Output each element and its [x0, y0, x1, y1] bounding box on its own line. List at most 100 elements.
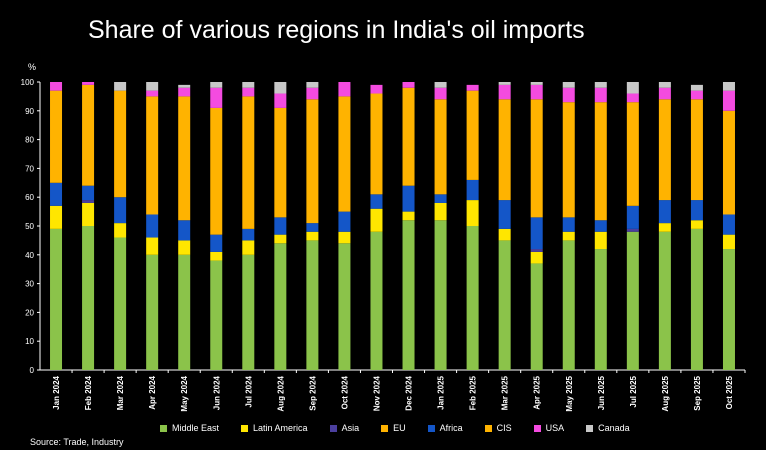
x-tick-label: Nov 2024 [372, 375, 381, 411]
bar-segment-middle-east [466, 226, 479, 370]
bar-segment-latin-america [658, 223, 671, 232]
bar-segment-latin-america [562, 231, 575, 241]
bar-segment-cis [50, 90, 63, 183]
bar-segment-usa [722, 90, 735, 111]
bar-segment-cis [178, 96, 191, 221]
bar-segment-latin-america [690, 220, 703, 229]
legend-label: Asia [341, 423, 360, 433]
bar-segment-middle-east [498, 240, 511, 370]
bar-segment-africa [658, 200, 671, 224]
bar-segment-usa [530, 84, 543, 100]
bar-segment-cis [562, 102, 575, 218]
bar-segment-usa [658, 87, 671, 100]
legend-label: Africa [439, 423, 463, 433]
bar-segment-usa [274, 93, 287, 108]
bar-segment-latin-america [338, 231, 351, 244]
bar-segment-africa [434, 194, 447, 203]
bar-segment-middle-east [434, 220, 447, 370]
x-tick-label: Oct 2024 [340, 375, 349, 409]
bar-segment-cis [498, 99, 511, 201]
bar-segment-cis [722, 110, 735, 215]
bar-segment-africa [530, 217, 543, 250]
legend-swatch [484, 424, 492, 432]
bar-segment-middle-east [562, 240, 575, 370]
x-tick-label: Apr 2024 [148, 375, 157, 409]
y-tick-label: 0 [30, 366, 35, 375]
bar-segment-latin-america [402, 211, 415, 221]
bar-segment-middle-east [530, 263, 543, 370]
bar-segment-cis [594, 102, 607, 221]
bar-segment-canada [530, 82, 543, 85]
y-tick-label: 100 [21, 78, 35, 87]
bar-segment-usa [402, 82, 415, 88]
x-tick-label: Jul 2025 [629, 375, 638, 407]
bar-segment-usa [306, 87, 319, 100]
x-tick-label: Sep 2024 [308, 375, 317, 410]
bar-segment-cis [690, 99, 703, 201]
bar-segment-middle-east [722, 249, 735, 370]
legend-item: Latin America [241, 423, 308, 433]
x-tick-label: May 2024 [180, 375, 189, 411]
bar-segment-latin-america [210, 251, 223, 261]
bar-segment-usa [210, 87, 223, 108]
bar-segment-usa [626, 93, 639, 103]
bar-segment-canada [690, 84, 703, 91]
bar-segment-africa [242, 228, 255, 241]
x-tick-label: Oct 2025 [725, 375, 734, 409]
bar-segment-usa [562, 87, 575, 103]
bar-segment-usa [466, 84, 479, 91]
bar-segment-cis [306, 99, 319, 224]
x-tick-label: Feb 2025 [469, 375, 478, 410]
bar-segment-latin-america [242, 240, 255, 255]
bar-segment-africa [626, 205, 639, 229]
bar-segment-middle-east [306, 240, 319, 370]
bar-segment-africa [498, 200, 511, 229]
bar-segment-cis [114, 90, 127, 198]
bar-segment-middle-east [626, 231, 639, 370]
bar-segment-latin-america [146, 237, 159, 255]
legend-swatch [160, 424, 167, 432]
bar-segment-africa [274, 217, 287, 235]
y-tick-label: 20 [25, 308, 34, 317]
x-tick-label: Aug 2025 [661, 375, 670, 411]
bar-segment-middle-east [274, 243, 287, 370]
y-tick-label: 80 [25, 136, 34, 145]
bar-segment-canada [626, 82, 639, 94]
bar-segment-cis [210, 107, 223, 235]
bar-segment-usa [242, 87, 255, 97]
y-tick-label: 70 [25, 164, 34, 173]
y-tick-label: 60 [25, 193, 34, 202]
bar-segment-usa [178, 87, 191, 97]
x-tick-label: Dec 2024 [405, 375, 414, 410]
bar-segment-middle-east [402, 220, 415, 370]
chart-legend: Middle East Latin America Asia EU Africa CIS U… [160, 423, 630, 433]
bar-segment-cis [402, 87, 415, 186]
legend-item: USA [533, 423, 564, 433]
bar-segment-latin-america [370, 208, 383, 232]
bar-segment-usa [434, 87, 447, 100]
legend-label: Middle East [172, 423, 220, 433]
bar-segment-canada [722, 82, 735, 91]
legend-item: Middle East [160, 423, 219, 433]
bar-segment-latin-america [530, 251, 543, 264]
bar-segment-africa [402, 185, 415, 212]
y-tick-label: 50 [25, 222, 34, 231]
bar-segment-latin-america [274, 234, 287, 244]
legend-item: Asia [329, 423, 360, 433]
bar-segment-latin-america [434, 202, 447, 221]
bar-segment-africa [338, 211, 351, 232]
bar-segment-usa [50, 82, 63, 91]
source-note: Source: Trade, Industry [30, 437, 124, 447]
bar-segment-asia [626, 228, 639, 232]
bar-segment-cis [434, 99, 447, 195]
bar-segment-canada [658, 82, 671, 88]
y-tick-label: 30 [25, 280, 34, 289]
bar-segment-africa [178, 220, 191, 241]
bar-segment-canada [498, 82, 511, 85]
bar-segment-cis [466, 90, 479, 180]
bar-segment-africa [722, 214, 735, 235]
bar-segment-usa [594, 87, 607, 103]
bar-segment-africa [114, 197, 127, 224]
x-tick-label: Sep 2025 [693, 375, 702, 410]
bar-segment-middle-east [658, 231, 671, 370]
